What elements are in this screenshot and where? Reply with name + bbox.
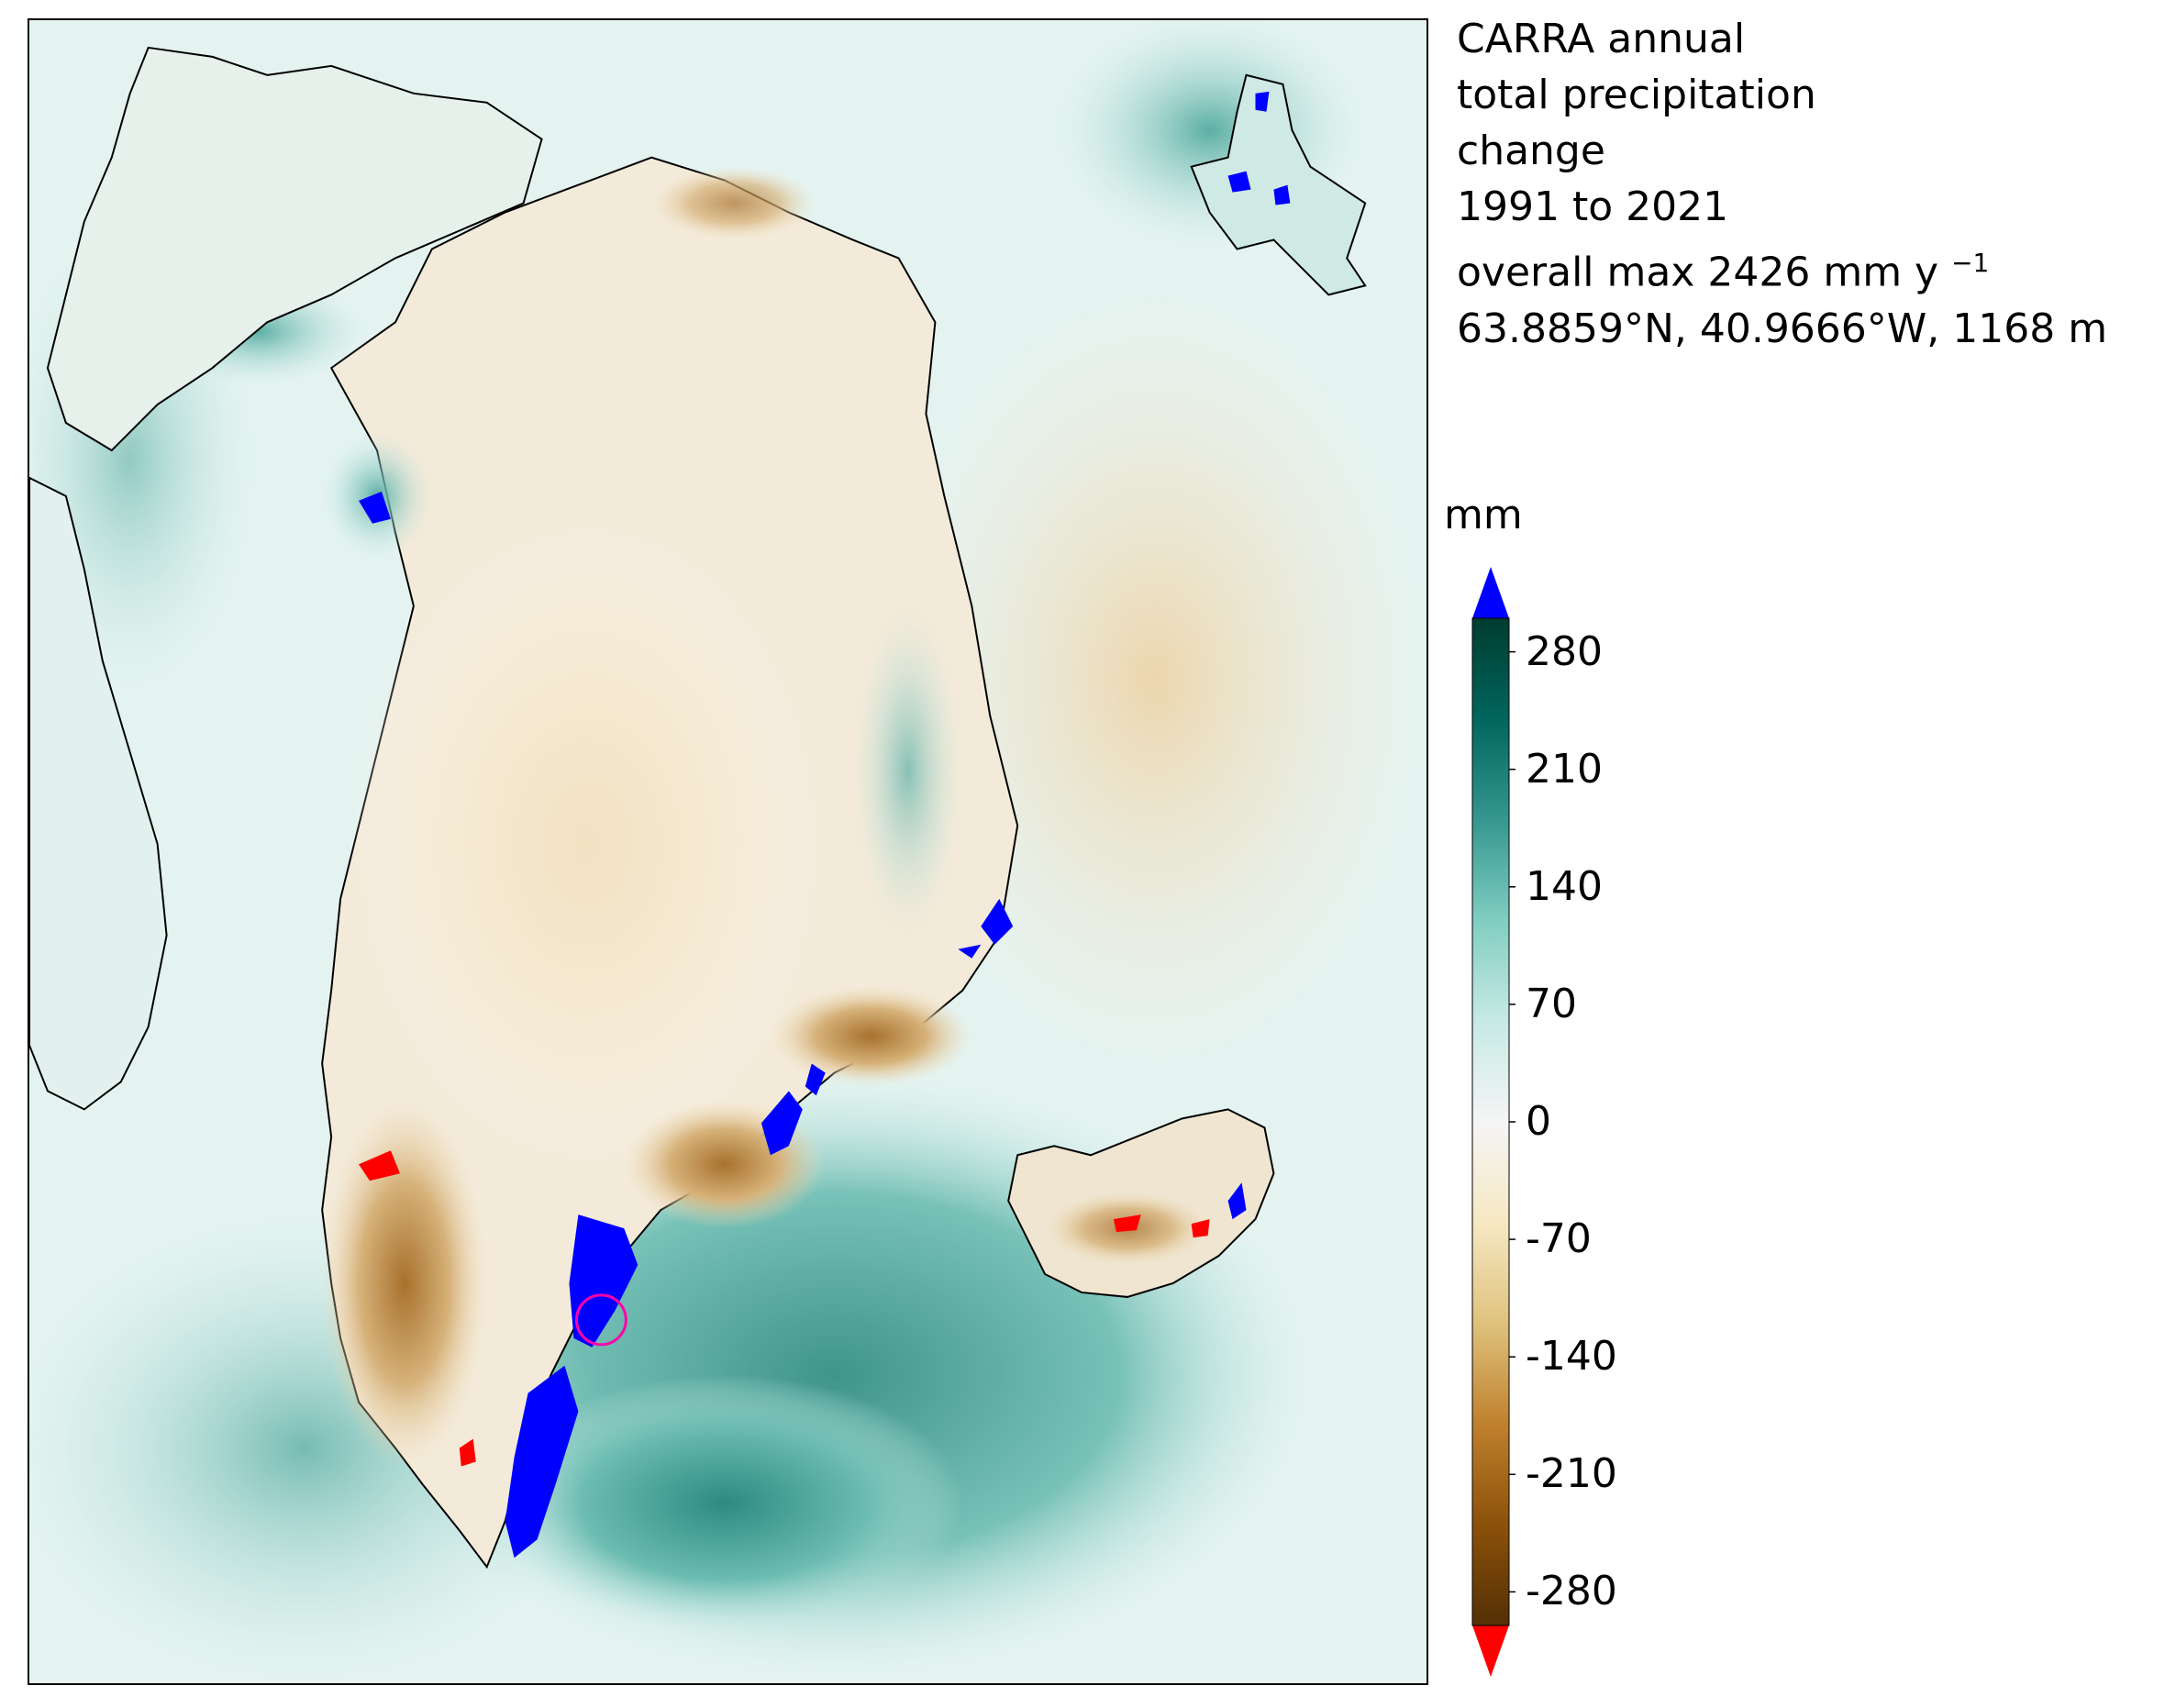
southeast-wet-core (486, 1374, 963, 1632)
east-coast-wet-zone (852, 605, 963, 936)
east-coast-dry-zone (770, 985, 972, 1087)
ellesmere-coastline (46, 46, 543, 452)
colorbar-over-extension (1472, 567, 1509, 618)
colorbar-tick-label: 210 (1526, 745, 1603, 793)
title-line-3: change (1457, 128, 1605, 174)
title-line-2: total precipitation (1457, 72, 1816, 118)
southwest-dry-zone (322, 1100, 487, 1467)
max-location-marker (574, 1293, 627, 1347)
colorbar-tick-label: 280 (1526, 627, 1603, 675)
colorbar-tick-label: 140 (1526, 862, 1603, 910)
colorbar-tick-label: -140 (1526, 1333, 1617, 1381)
north-coast-dry-zone (651, 166, 816, 240)
baffin-coastline (29, 476, 168, 1111)
title-line-1: CARRA annual (1457, 16, 1746, 62)
svalbard-high-values (1227, 91, 1291, 205)
svalbard-landmass (1190, 73, 1367, 296)
colorbar-tick-label: -280 (1526, 1568, 1617, 1615)
colorbar (1471, 567, 1515, 1677)
colorbar-under-extension (1472, 1625, 1509, 1677)
map-canvas (29, 20, 1427, 1683)
max-value-text: overall max 2426 mm y (1457, 249, 1939, 296)
colorbar-tick-label: 0 (1526, 1098, 1551, 1145)
title-line-4: 1991 to 2021 (1457, 183, 1729, 230)
iceland-extreme-values (1113, 1182, 1247, 1238)
colorbar-tick-label: -70 (1526, 1215, 1592, 1263)
colorbar-tick-label: 70 (1526, 980, 1577, 1027)
interior-dry-zone (350, 514, 826, 1174)
title-line-location: 63.8859°N, 40.9666°W, 1168 m (1457, 305, 2108, 352)
map-title: CARRA annual total precipitation change … (1457, 11, 2172, 357)
precipitation-map (28, 18, 1428, 1685)
colorbar-scale (1472, 618, 1509, 1625)
colorbar-unit-label: mm (1444, 492, 1523, 538)
title-line-max: overall max 2426 mm y −1 (1457, 235, 2172, 301)
max-unit-exponent: −1 (1951, 248, 1990, 278)
east-ocean-tan (880, 285, 1427, 1073)
southwest-low-values (359, 1150, 476, 1467)
colorbar-tick-label: -210 (1526, 1450, 1617, 1498)
southeast-high-values (359, 491, 1014, 1558)
